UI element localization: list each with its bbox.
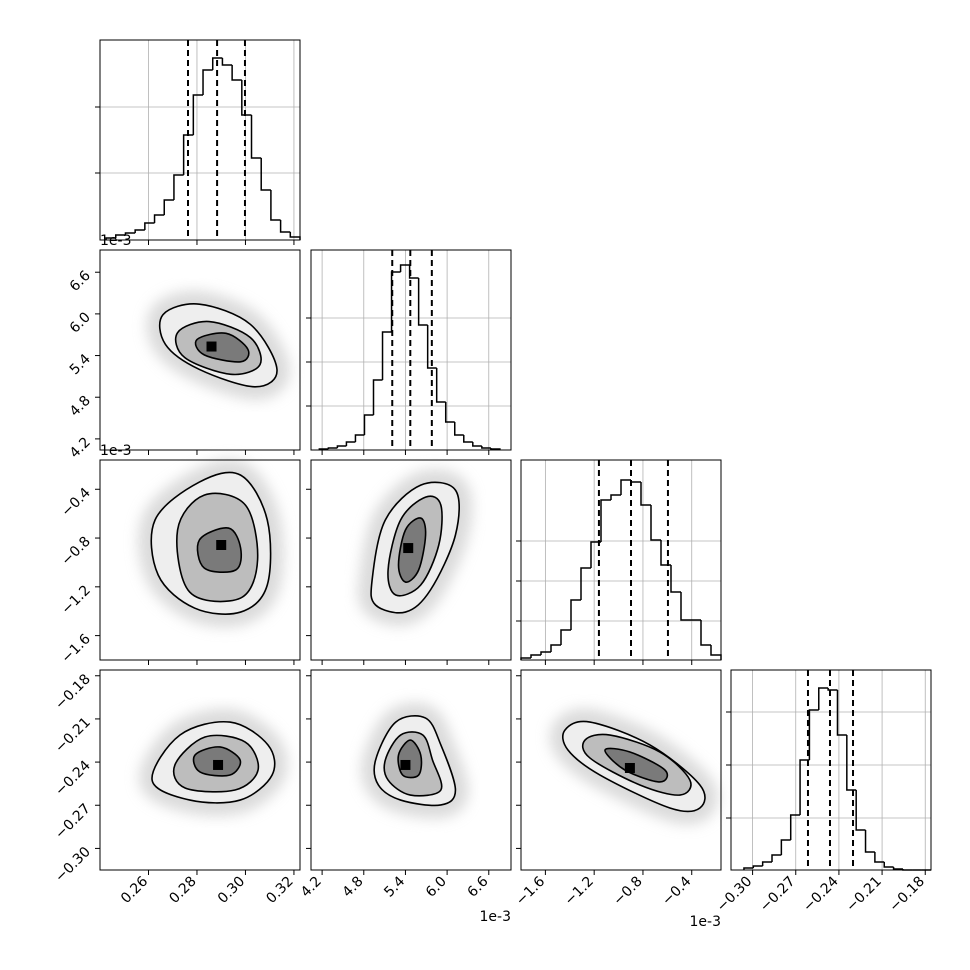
- histogram-step: [354, 434, 365, 442]
- histogram-step: [580, 567, 591, 600]
- histogram-step: [363, 414, 374, 435]
- histogram-step: [260, 158, 271, 191]
- panel-frame: [99, 39, 301, 241]
- histogram-step: [399, 264, 410, 272]
- histogram-step: [752, 865, 763, 868]
- histogram-step: [874, 852, 885, 863]
- histogram-step: [799, 759, 810, 815]
- histogram-step: [640, 482, 651, 506]
- offset-label: 1e-3: [480, 909, 511, 925]
- histogram-step: [134, 229, 145, 233]
- panel-frame: [310, 249, 512, 451]
- histogram-step: [182, 134, 194, 175]
- histogram-step: [771, 854, 782, 862]
- density-peak: [403, 543, 414, 554]
- density-peak: [206, 341, 217, 352]
- histogram-step: [540, 651, 551, 655]
- panel-frame: [730, 669, 932, 871]
- histogram-step: [570, 599, 581, 630]
- histogram-step: [789, 814, 801, 840]
- histogram-step: [115, 234, 126, 238]
- histogram-step: [454, 422, 464, 436]
- panel: [731, 670, 931, 870]
- histogram-step: [780, 839, 791, 855]
- histogram-step: [670, 565, 681, 593]
- histogram-step: [836, 690, 847, 736]
- panel-frame: [520, 459, 722, 661]
- histogram-step: [481, 446, 491, 449]
- panel-frame: [310, 669, 512, 871]
- histogram-step: [463, 435, 473, 443]
- histogram-step: [472, 442, 482, 447]
- density-peak: [213, 759, 224, 770]
- histogram-step: [231, 65, 242, 81]
- panel: [100, 40, 300, 240]
- offset-label: 1e-3: [100, 443, 131, 459]
- offset-label: 1e-3: [100, 233, 131, 249]
- histogram-step: [381, 331, 392, 380]
- histogram-step: [124, 232, 136, 235]
- histogram-step: [883, 862, 894, 868]
- histogram-step: [700, 620, 711, 646]
- histogram-step: [560, 629, 571, 645]
- histogram-step: [435, 368, 446, 403]
- histogram-step: [892, 867, 903, 870]
- histogram-step: [327, 447, 338, 449]
- panel-frame: [520, 669, 722, 871]
- histogram-step: [408, 265, 419, 279]
- histogram-step: [610, 494, 621, 500]
- histogram-step: [855, 790, 866, 831]
- histogram-step: [680, 592, 691, 621]
- histogram-step: [743, 867, 754, 870]
- histogram-step: [808, 709, 819, 760]
- histogram-step: [530, 654, 541, 658]
- panel-frame: [310, 459, 512, 661]
- density-peak: [624, 762, 635, 773]
- contour: [604, 747, 669, 783]
- histogram-step: [241, 80, 252, 116]
- histogram-step: [650, 505, 661, 541]
- panel-frame: [99, 249, 301, 451]
- histogram-step: [192, 94, 204, 135]
- histogram-step: [372, 379, 383, 415]
- contour: [194, 332, 250, 363]
- histogram-step: [600, 499, 611, 542]
- histogram-step: [550, 644, 561, 652]
- histogram-step: [163, 199, 174, 215]
- contour: [196, 527, 243, 573]
- panel-frame: [99, 459, 301, 661]
- histogram-step: [336, 445, 347, 448]
- histogram-step: [279, 220, 291, 233]
- histogram-step: [761, 861, 773, 866]
- histogram-step: [818, 687, 829, 710]
- histogram-step: [144, 222, 155, 230]
- histogram-step: [827, 688, 838, 691]
- histogram-step: [270, 190, 281, 221]
- histogram-step: [417, 278, 428, 326]
- density-peak: [216, 540, 227, 550]
- histogram-step: [620, 479, 631, 495]
- density-peak: [400, 759, 411, 770]
- histogram-step: [250, 115, 262, 159]
- histogram-step: [211, 57, 223, 70]
- histogram-step: [153, 214, 165, 223]
- panel-frame: [99, 669, 301, 871]
- histogram-step: [590, 541, 601, 568]
- histogram-step: [426, 325, 437, 369]
- histogram-step: [345, 441, 356, 446]
- histogram-step: [221, 58, 233, 66]
- offset-label: 1e-3: [690, 914, 721, 930]
- histogram-step: [105, 237, 116, 240]
- histogram-step: [202, 69, 213, 95]
- histogram-step: [173, 174, 184, 200]
- histogram-step: [864, 830, 875, 853]
- histogram-step: [444, 402, 455, 423]
